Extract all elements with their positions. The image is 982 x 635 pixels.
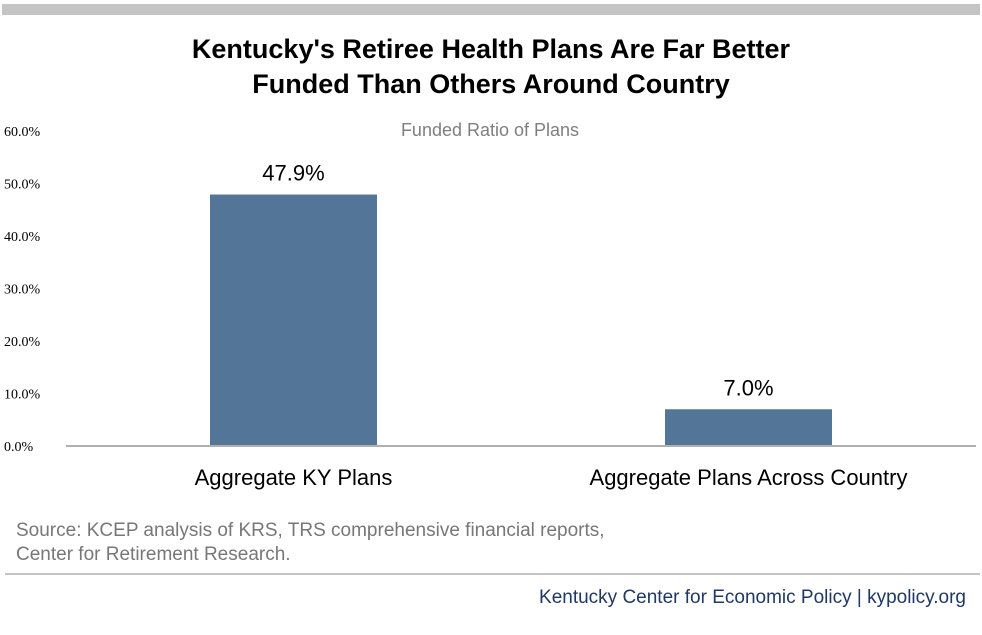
y-tick-label: 20.0% [4,335,41,350]
chart-subtitle: Funded Ratio of Plans [401,120,579,140]
chart-title-line-2: Funded Than Others Around Country [252,69,730,99]
chart-title-line-1: Kentucky's Retiree Health Plans Are Far … [191,34,791,64]
bottom-rule [5,573,980,575]
y-tick-label: 60.0% [4,125,41,140]
bar [665,409,832,446]
y-tick-label: 30.0% [4,283,41,298]
top-rule [2,4,980,15]
data-labels: 47.9% 7.0% [262,161,773,401]
y-tick-label: 10.0% [4,388,41,403]
bar [210,194,377,446]
bar-value-label: 7.0% [723,375,773,400]
x-axis-labels: Aggregate KY Plans Aggregate Plans Across… [195,465,908,490]
y-tick-label: 50.0% [4,178,41,193]
chart-title: Kentucky's Retiree Health Plans Are Far … [0,32,982,102]
footer-credit: Kentucky Center for Economic Policy | ky… [539,587,966,608]
y-tick-label: 40.0% [4,230,41,245]
x-tick-label: Aggregate Plans Across Country [590,465,908,490]
bar-value-label: 47.9% [262,161,324,186]
source-line-2: Center for Retirement Research. [16,544,291,565]
source-line-1: Source: KCEP analysis of KRS, TRS compre… [16,520,605,541]
x-tick-label: Aggregate KY Plans [195,465,393,490]
bars [210,194,832,446]
y-tick-label: 0.0% [4,440,34,455]
y-axis-ticks: 0.0% 10.0% 20.0% 30.0% 40.0% 50.0% 60.0% [4,125,41,455]
source-note: Source: KCEP analysis of KRS, TRS compre… [16,519,605,567]
